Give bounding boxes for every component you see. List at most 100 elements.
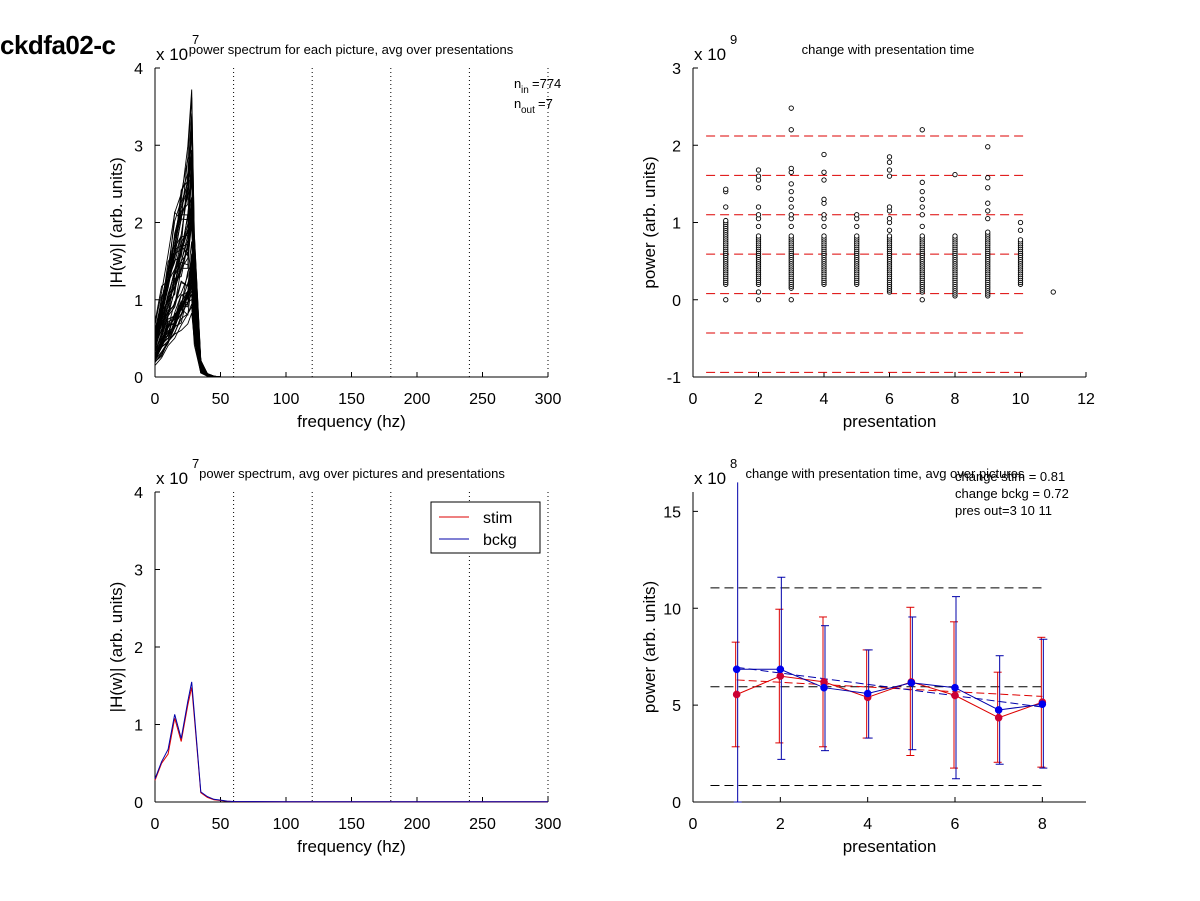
spectrum-curve [154,97,548,378]
x-tick-label: 4 [820,391,829,408]
scatter-point [886,154,893,160]
n-in-label: n [514,76,521,91]
scatter-point [919,212,925,218]
scatter-point [788,204,794,210]
spectrum-curve [154,285,548,378]
spectrum-curve [154,149,548,378]
scatter-point [723,186,729,192]
spectrum-curve [154,271,548,378]
scatter-point [755,173,762,179]
scatter-point [1050,289,1056,295]
scatter-point [788,297,794,303]
x-axis-label: presentation [843,837,937,856]
spectrum-curve [154,129,548,378]
spectrum-curve [154,283,548,378]
spectrum-curve [154,294,548,378]
x-tick-label: 150 [338,816,365,833]
y-axis-label: |H(w)| (arb. units) [107,157,126,288]
y-tick-label: 4 [134,485,143,502]
stat-annotation: pres out=3 10 11 [955,503,1052,518]
scatter-point [1017,237,1024,243]
x-tick-label: 300 [535,391,562,408]
scatter-point [919,233,925,239]
spectrum-curve [154,303,548,378]
data-point-stim [776,672,785,680]
n-out-value: =7 [538,96,553,111]
x-axis-label: frequency (hz) [297,837,406,856]
y-axis-label: power (arb. units) [640,156,659,288]
scatter-point [788,105,794,111]
data-point-bckg [994,706,1003,714]
y-tick-label: 15 [663,504,681,521]
scatter-point [919,179,925,185]
x-axis-label: presentation [843,412,937,431]
exponent-power: 9 [730,32,737,47]
data-point-bckg [820,683,828,692]
scatter-point [788,212,794,218]
data-point-stim [951,691,959,700]
scatter-point [985,229,991,235]
scatter-point [788,188,794,195]
spectrum-curve [154,161,548,378]
spectrum-curve [154,264,548,378]
n-out-sub: out [521,105,535,116]
spectrum-curve [154,172,548,378]
n-in-sub: in [521,85,529,96]
scatter-point [755,185,762,191]
plot-title: change with presentation time, avg over … [746,466,1025,481]
x-tick-label: 50 [212,391,230,408]
series-line-stim [154,687,548,803]
spectrum-curve [154,261,548,378]
spectrum-curve [154,223,548,378]
spectrum-curve [154,277,548,378]
spectrum-curve [154,312,548,378]
spectrum-curve [154,267,548,378]
spectrum-curve [154,217,548,378]
y-tick-label: 0 [672,293,681,310]
scatter-point [854,233,860,239]
plot-title: change with presentation time [802,42,975,57]
exponent-label: x 10 [156,469,188,488]
x-axis-label: frequency (hz) [297,412,406,431]
scatter-point [952,233,958,239]
scatter-point [788,233,794,239]
scatter-point [821,223,827,230]
x-tick-label: 2 [754,391,763,408]
spectrum-curve [154,89,548,378]
spectrum-curve [154,154,548,378]
stat-annotation: change bckg = 0.72 [955,486,1069,501]
scatter-point [755,289,762,295]
scatter-point [788,181,794,187]
y-tick-label: 10 [663,601,681,618]
scatter-point [919,297,925,303]
x-tick-label: 250 [469,391,496,408]
x-tick-label: 0 [151,816,160,833]
spectrum-curve [154,155,548,378]
x-tick-label: 8 [1038,816,1047,833]
x-tick-label: 8 [951,391,960,408]
scatter-point [919,223,925,230]
y-tick-label: 1 [672,216,681,233]
figure-title: ckdfa02-c [0,30,116,60]
scatter-point [919,196,925,202]
spectrum-curve [154,151,548,378]
scatter-point [854,212,860,218]
spectrum-curve [154,123,548,378]
x-tick-label: 100 [273,391,300,408]
scatter-point [755,167,762,173]
data-point-stim [732,690,741,699]
data-point-stim [994,713,1003,722]
data-point-bckg [1038,700,1047,708]
scatter-point [985,208,991,214]
panel-tl: 0 50 100 150 200 250 300 0 1 2 3 4 frequency (hz) |H(… [107,32,561,431]
data-point-bckg [776,665,785,674]
spectrum-curve [154,214,548,378]
spectrum-curve [154,203,548,378]
scatter-point [755,204,762,210]
scatter-point [755,212,762,218]
series-line-bckg [154,681,548,803]
spectrum-curve [154,213,548,378]
scatter-point [723,204,729,210]
spectrum-curve [154,208,548,378]
exponent-label: x 10 [694,469,726,488]
